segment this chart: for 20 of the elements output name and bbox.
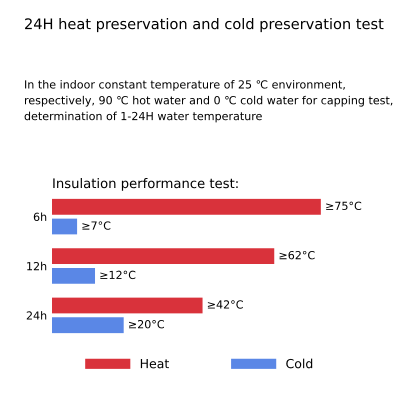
bar [52,218,78,234]
data-label: ≥42°C [208,300,243,309]
legend-label: Cold [286,358,312,368]
y-tick-label: 6h [34,212,46,222]
text: Insulation performance test: [53,178,238,191]
y-tick-label: 12h [27,262,46,270]
data-label: ≥62°C [280,250,315,260]
bar [52,317,124,334]
data-label: ≥20°C [129,320,164,328]
data-label: ≥75°C [326,202,362,210]
chart-title: 24H heat preservation and cold preservation test [25,18,384,32]
bar [52,198,321,215]
bar [52,298,203,314]
data-label: ≥7°C [82,221,110,230]
legend-label: Heat [140,359,169,368]
bar [52,248,274,264]
y-tick-label: 24h [26,311,46,320]
data-label: ≥12°C [100,270,136,280]
chart-subtitle: In the indoor constant temperature of 25 ℃ environment, respectively, 90 ℃ hot water and 0 ℃ cold water for capping test, determination of 1-24H water temperature [24,80,392,122]
bar [52,268,96,284]
